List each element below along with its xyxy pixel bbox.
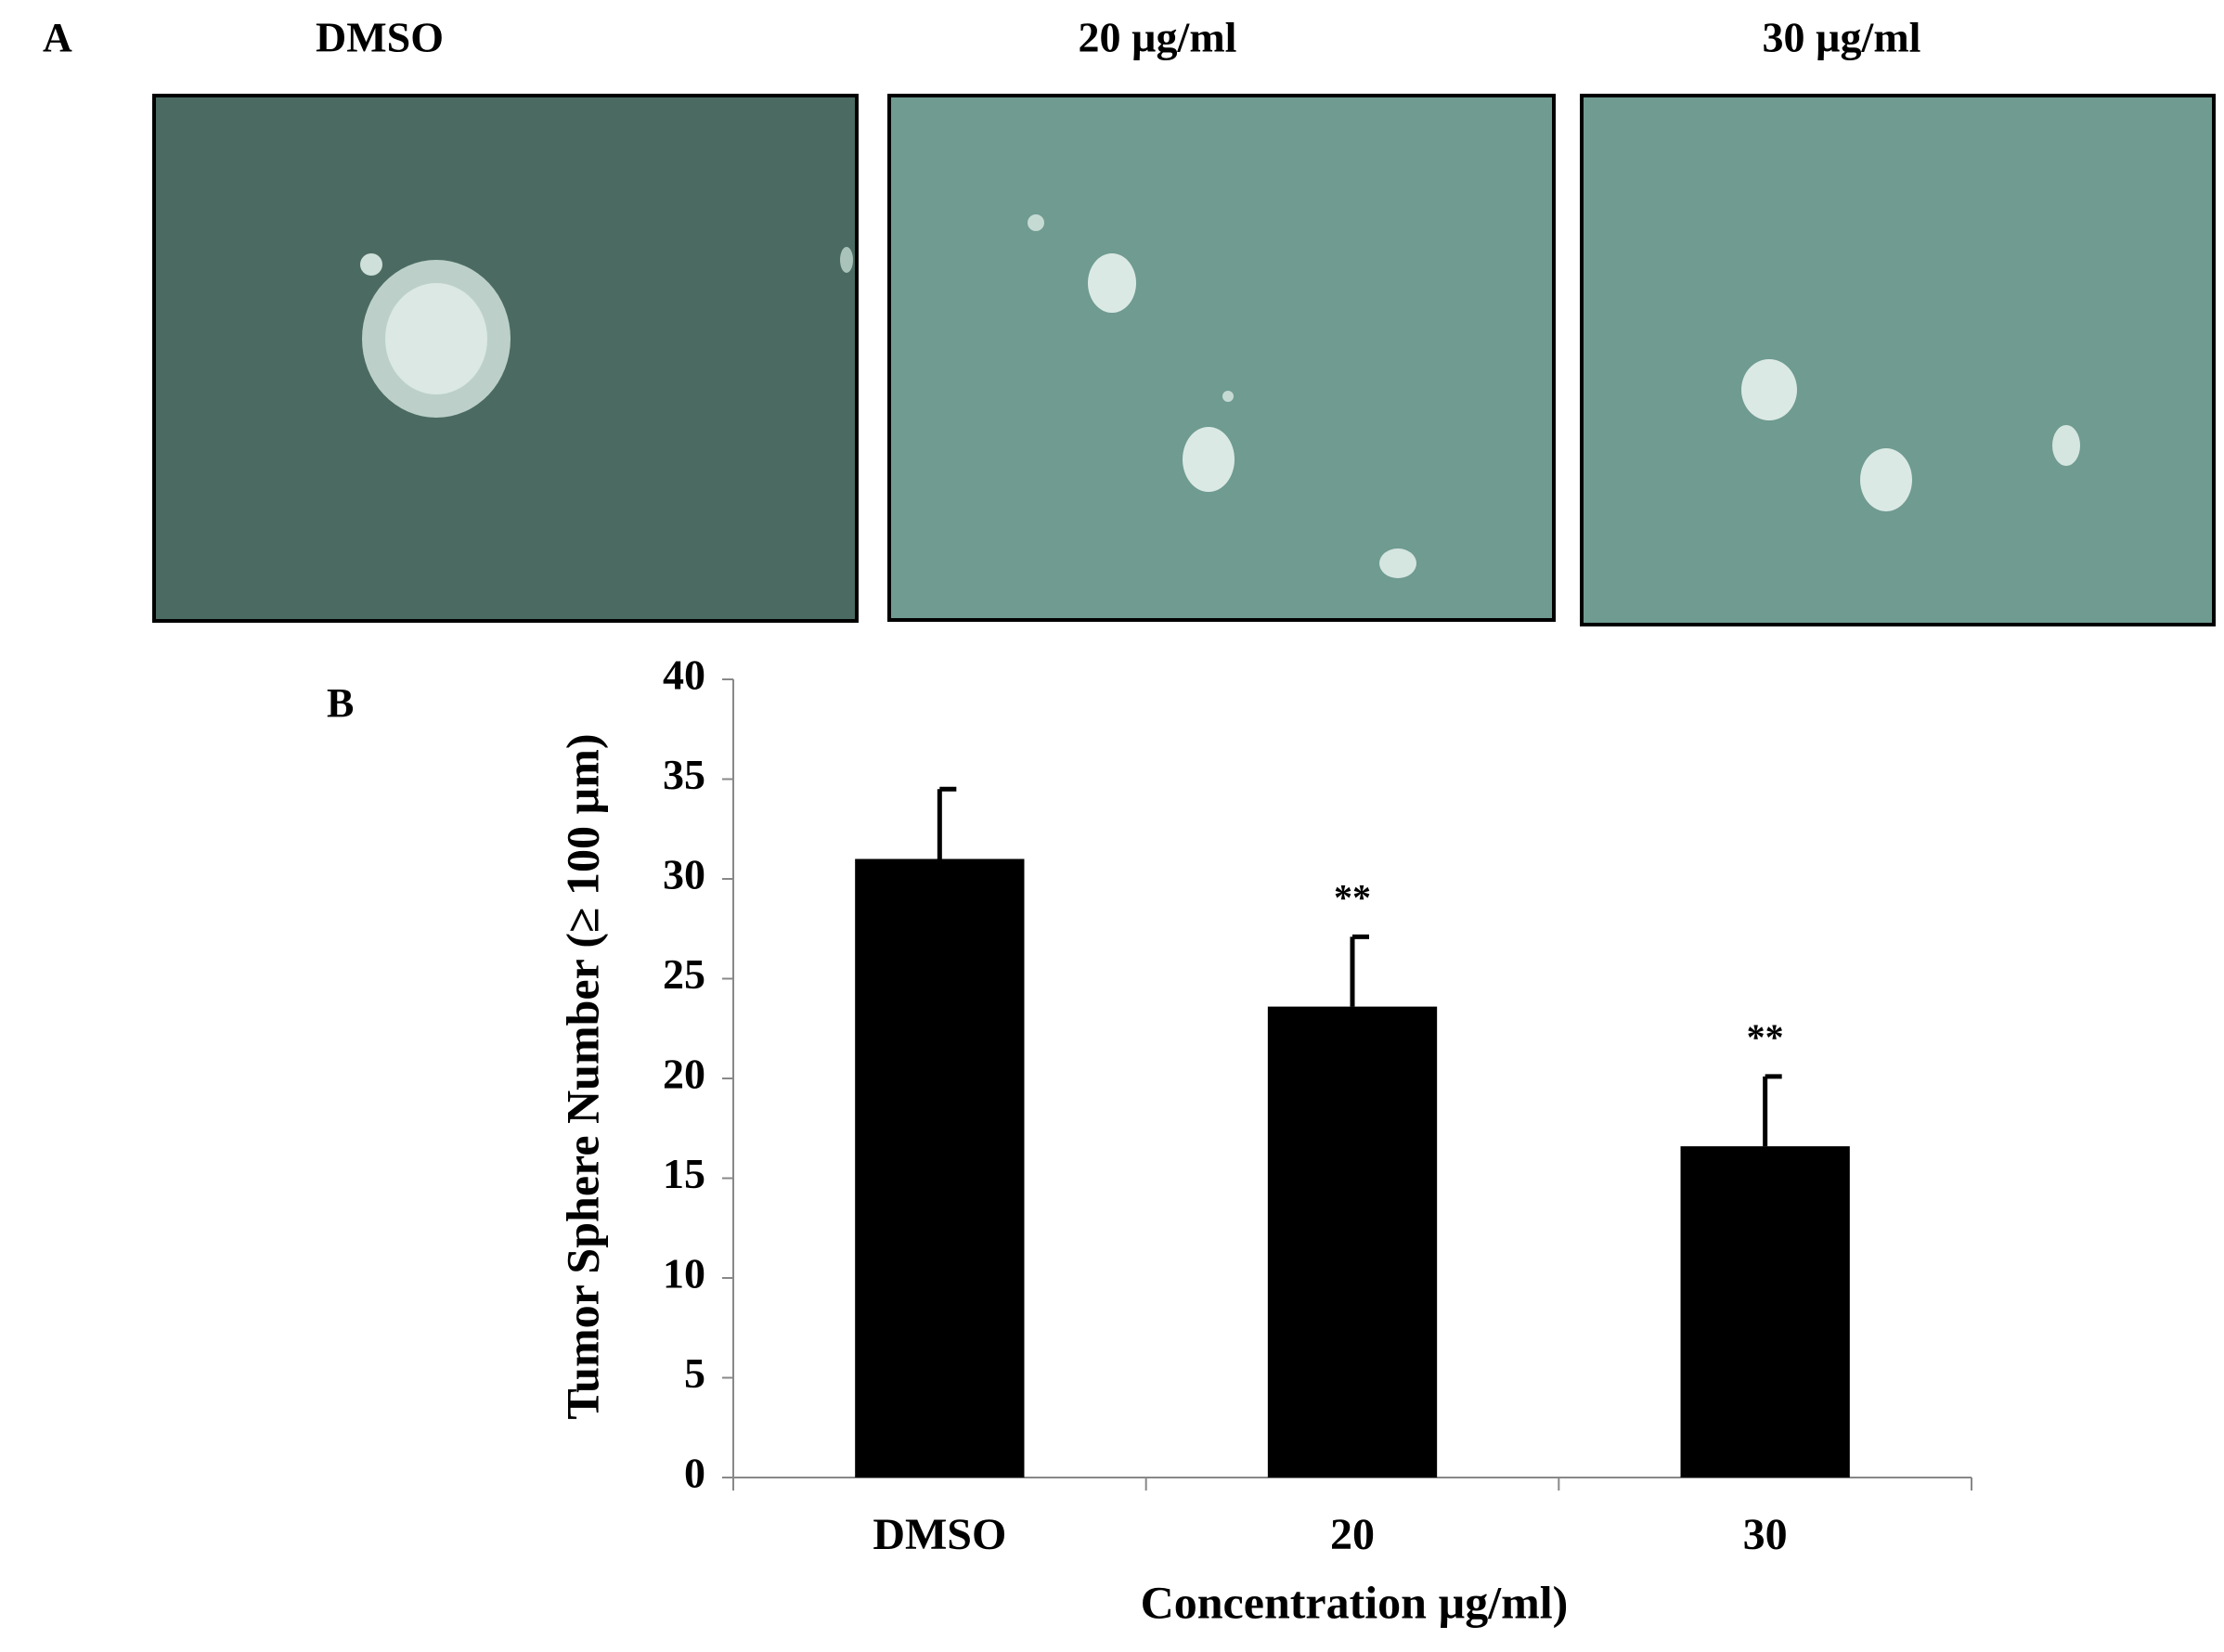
y-tick-label: 5 — [684, 1349, 705, 1397]
bar — [855, 858, 1025, 1478]
bar — [1680, 1146, 1850, 1478]
y-tick-label: 35 — [663, 751, 705, 798]
y-tick-label: 10 — [663, 1250, 705, 1297]
bar — [1267, 1006, 1438, 1478]
significance: ** — [1334, 877, 1371, 919]
panel-label: B — [327, 680, 354, 726]
image-title: 30 µg/ml — [1763, 14, 1921, 61]
x-tick-label: 30 — [1743, 1510, 1788, 1559]
image-title: DMSO — [316, 14, 444, 61]
x-axis-title: Concentration µg/ml) — [1141, 1576, 1569, 1628]
micrograph — [887, 94, 1556, 622]
y-tick-label: 30 — [663, 851, 705, 898]
significance: ** — [1747, 1016, 1784, 1058]
bar-chart: B Tumor Sphere Number (≥ 100 µm) Concent… — [327, 652, 1972, 1628]
y-tick-label: 0 — [684, 1450, 705, 1497]
micrograph — [152, 94, 859, 623]
y-tick-label: 20 — [663, 1051, 705, 1098]
micrograph — [1580, 94, 2216, 626]
x-tick-label: DMSO — [873, 1510, 1006, 1559]
y-tick-label: 40 — [663, 652, 705, 699]
x-tick-label: 20 — [1330, 1510, 1375, 1559]
panel-label: A — [43, 15, 72, 60]
y-tick-label: 25 — [663, 950, 705, 998]
image-title: 20 µg/ml — [1079, 14, 1237, 61]
y-axis-title: Tumor Sphere Number (≥ 100 µm) — [556, 733, 608, 1419]
y-tick-label: 15 — [663, 1150, 705, 1197]
